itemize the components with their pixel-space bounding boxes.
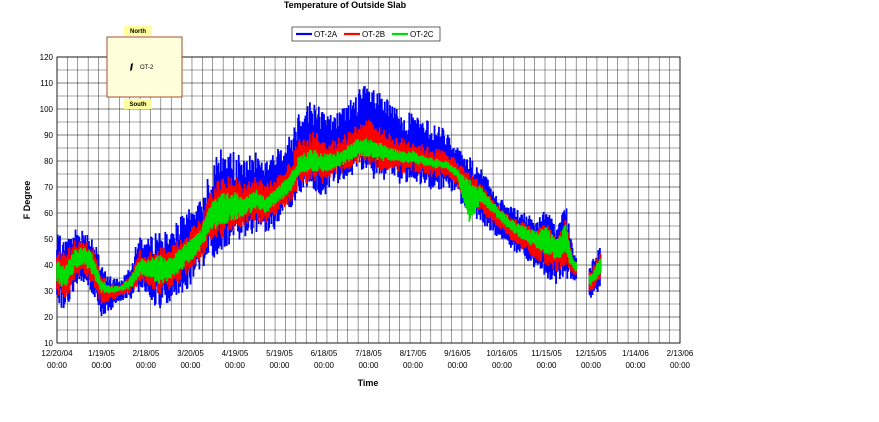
x-tick-time-label: 00:00 <box>225 361 246 370</box>
legend: OT-2A OT-2B OT-2C <box>291 26 441 42</box>
x-tick-label: 12/20/04 <box>41 349 73 358</box>
series-ot-2c <box>56 138 602 294</box>
y-tick-label: 40 <box>44 261 53 270</box>
inset-south-label-bg <box>124 99 152 109</box>
x-tick-label: 10/16/05 <box>486 349 518 358</box>
x-tick-time-label: 00:00 <box>91 361 112 370</box>
y-tick-label: 60 <box>44 209 53 218</box>
y-tick-label: 120 <box>40 53 54 62</box>
x-tick-label: 11/15/05 <box>531 349 562 358</box>
x-tick-label: 5/19/05 <box>266 349 293 358</box>
plot-area <box>56 56 681 344</box>
chart-title: Temperature of Outside Slab <box>284 0 407 10</box>
x-tick-label: 2/18/05 <box>133 349 160 358</box>
x-tick-time-label: 00:00 <box>625 361 646 370</box>
inset-diagram: North South OT-2 <box>106 26 183 109</box>
x-tick-time-label: 00:00 <box>581 361 602 370</box>
x-tick-label: 2/13/06 <box>667 349 694 358</box>
y-tick-label: 50 <box>44 235 53 244</box>
x-tick-time-label: 00:00 <box>447 361 468 370</box>
y-tick-label: 20 <box>44 313 53 322</box>
inset-sensor-label: OT-2 <box>140 65 154 71</box>
y-axis-ticks: 10 20 30 40 50 60 70 80 90 100 110 120 <box>40 53 54 348</box>
y-tick-label: 70 <box>44 183 53 192</box>
legend-label: OT-2B <box>362 30 385 39</box>
y-tick-label: 30 <box>44 287 53 296</box>
x-axis-title: Time <box>358 378 379 388</box>
y-tick-label: 110 <box>40 79 53 88</box>
sensor-marker-icon <box>130 63 133 71</box>
inset-north-label-bg <box>124 26 152 36</box>
inset-north-label: North <box>130 29 146 35</box>
x-tick-time-label: 00:00 <box>670 361 691 370</box>
y-tick-label: 100 <box>40 105 54 114</box>
series-line-ot-2c <box>56 138 602 294</box>
legend-label: OT-2A <box>314 30 338 39</box>
x-tick-time-label: 00:00 <box>536 361 557 370</box>
x-tick-label: 1/14/06 <box>622 349 649 358</box>
x-tick-time-label: 00:00 <box>403 361 424 370</box>
x-tick-time-label: 00:00 <box>47 361 68 370</box>
x-tick-time-label: 00:00 <box>358 361 379 370</box>
legend-label: OT-2C <box>410 30 434 39</box>
y-tick-label: 10 <box>44 339 53 348</box>
x-tick-time-label: 00:00 <box>136 361 157 370</box>
x-tick-label: 12/15/05 <box>575 349 607 358</box>
x-tick-time-label: 00:00 <box>180 361 201 370</box>
x-tick-label: 9/16/05 <box>444 349 471 358</box>
x-tick-time-label: 00:00 <box>492 361 513 370</box>
y-tick-label: 90 <box>44 131 53 140</box>
legend-box <box>291 26 441 42</box>
x-tick-time-label: 00:00 <box>314 361 335 370</box>
x-axis-ticks: 12/20/04 00:00 1/19/05 00:00 2/18/05 00:00 3/2… <box>41 349 693 370</box>
x-tick-time-label: 00:00 <box>269 361 290 370</box>
x-tick-label: 7/18/05 <box>355 349 382 358</box>
y-axis-title: F Degree <box>22 181 32 220</box>
inset-box <box>106 36 183 98</box>
x-tick-label: 8/17/05 <box>400 349 427 358</box>
x-tick-label: 6/18/05 <box>311 349 338 358</box>
x-tick-label: 1/19/05 <box>88 349 115 358</box>
y-tick-label: 80 <box>44 157 53 166</box>
inset-south-label: South <box>130 102 147 108</box>
x-tick-label: 3/20/05 <box>177 349 204 358</box>
x-tick-label: 4/19/05 <box>222 349 249 358</box>
series-layer <box>56 86 602 317</box>
